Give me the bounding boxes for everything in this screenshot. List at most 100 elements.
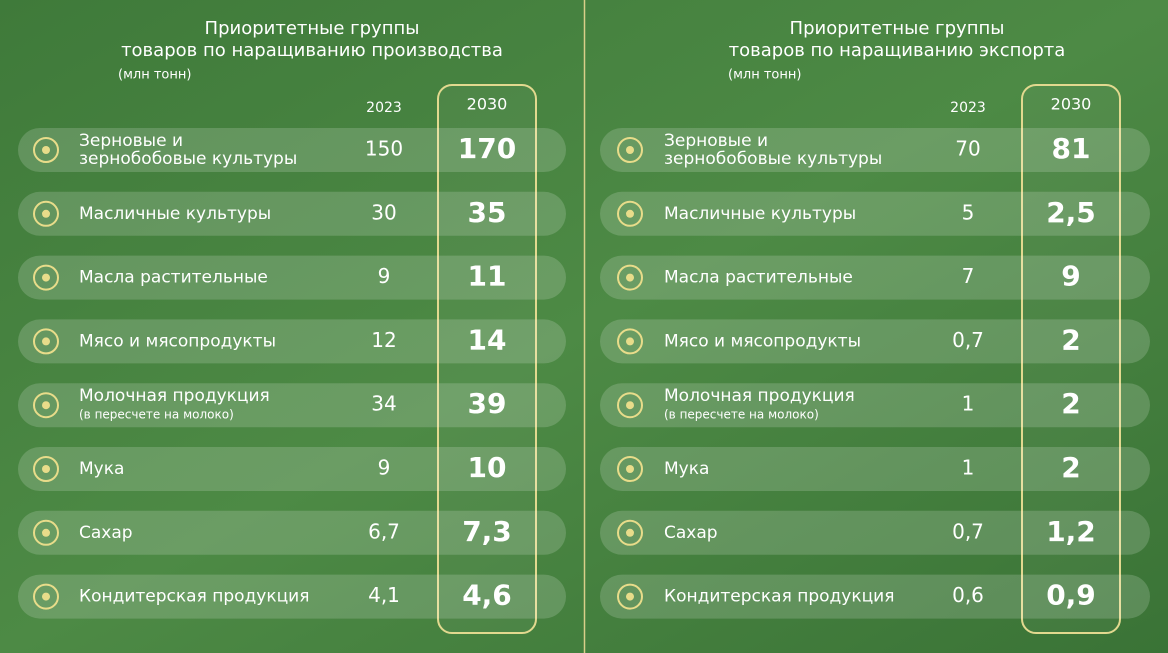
row-pill xyxy=(600,447,1150,491)
row-icon xyxy=(626,337,634,346)
value-2030: 81 xyxy=(1052,132,1091,165)
value-2030: 1,2 xyxy=(1046,515,1096,548)
value-2023: 150 xyxy=(365,137,403,161)
unit-label: (млн тонн) xyxy=(118,68,191,83)
row-icon xyxy=(617,328,643,355)
row-icon xyxy=(33,456,59,482)
row-label: Кондитерская продукция xyxy=(664,587,894,607)
row-icon xyxy=(626,209,634,218)
row-label: зернобобовые культуры xyxy=(79,149,297,169)
column-header: 2023 xyxy=(366,100,402,116)
row-icon xyxy=(626,592,634,601)
highlight-column xyxy=(437,84,537,634)
row-icon xyxy=(626,465,634,473)
value-2023: 0,6 xyxy=(952,583,984,607)
value-2030: 4,6 xyxy=(462,579,512,612)
row-icon xyxy=(33,519,59,546)
value-2030: 0,9 xyxy=(1046,579,1096,612)
value-2023: 30 xyxy=(371,200,396,224)
row-label: Мука xyxy=(79,459,124,479)
row-label: Мясо и мясопродукты xyxy=(79,331,276,351)
column-header: 2023 xyxy=(950,100,986,116)
row-label: Зерновые и xyxy=(79,131,183,151)
row-icon xyxy=(626,528,634,537)
row-icon xyxy=(617,392,643,419)
row-label: Мука xyxy=(664,459,709,479)
value-2030: 2,5 xyxy=(1046,196,1096,229)
row-pill xyxy=(18,383,566,428)
row-pill xyxy=(600,128,1150,172)
row-pill xyxy=(600,383,1150,428)
row-icon xyxy=(617,519,643,546)
row-icon xyxy=(42,401,50,410)
value-2030: 170 xyxy=(458,132,516,165)
value-2023: 9 xyxy=(378,456,391,480)
row-label: Масличные культуры xyxy=(664,204,856,224)
row-pill xyxy=(18,574,566,619)
row-icon xyxy=(617,264,643,291)
panel-title: Приоритетные группы xyxy=(790,18,1005,39)
panel-title: товаров по наращиванию производства xyxy=(121,40,503,61)
column-header: 2030 xyxy=(1051,95,1092,114)
value-2023: 70 xyxy=(955,137,980,161)
value-2023: 1 xyxy=(962,392,975,416)
row-pill xyxy=(600,574,1150,619)
row-label: Масла растительные xyxy=(664,268,853,288)
row-icon xyxy=(33,392,59,419)
row-label: зернобобовые культуры xyxy=(664,149,882,169)
value-2023: 1 xyxy=(962,456,975,480)
value-2030: 11 xyxy=(468,260,507,293)
value-2030: 2 xyxy=(1061,451,1080,484)
row-label: Мясо и мясопродукты xyxy=(664,331,861,351)
value-2030: 2 xyxy=(1061,387,1080,420)
row-icon xyxy=(42,209,50,218)
row-label: Сахар xyxy=(79,523,133,543)
panel-title: Приоритетные группы xyxy=(205,18,420,39)
row-icon xyxy=(33,583,59,610)
row-note: (в пересчете на молоко) xyxy=(664,408,819,422)
row-label: Молочная продукция xyxy=(79,386,270,406)
row-icon xyxy=(617,137,643,163)
row-icon xyxy=(617,200,643,227)
value-2030: 14 xyxy=(468,323,507,356)
row-icon xyxy=(42,528,50,537)
row-icon xyxy=(626,401,634,410)
row-pill xyxy=(18,510,566,555)
row-icon xyxy=(33,328,59,355)
row-pill xyxy=(600,319,1150,364)
value-2030: 10 xyxy=(468,451,507,484)
row-icon xyxy=(33,264,59,291)
value-2023: 4,1 xyxy=(368,583,400,607)
row-icon xyxy=(42,273,50,282)
row-pill xyxy=(18,319,566,364)
row-icon xyxy=(42,592,50,601)
row-pill xyxy=(600,191,1150,236)
row-icon xyxy=(33,200,59,227)
value-2023: 34 xyxy=(371,392,396,416)
row-pill xyxy=(18,128,566,172)
row-label: Кондитерская продукция xyxy=(79,587,309,607)
value-2030: 7,3 xyxy=(462,515,512,548)
value-2023: 7 xyxy=(962,264,975,288)
row-pill xyxy=(600,510,1150,555)
row-pill xyxy=(18,255,566,300)
value-2023: 12 xyxy=(371,328,396,352)
column-header: 2030 xyxy=(467,95,508,114)
unit-label: (млн тонн) xyxy=(728,68,801,83)
row-label: Сахар xyxy=(664,523,718,543)
row-icon xyxy=(42,465,50,473)
row-icon xyxy=(33,137,59,163)
value-2030: 39 xyxy=(468,387,507,420)
highlight-column xyxy=(1021,84,1121,634)
row-icon xyxy=(42,337,50,346)
row-icon xyxy=(617,456,643,482)
value-2023: 0,7 xyxy=(952,519,984,543)
row-pill xyxy=(600,255,1150,300)
panel-title: товаров по наращиванию экспорта xyxy=(729,40,1066,61)
row-pill xyxy=(18,191,566,236)
value-2023: 5 xyxy=(962,200,975,224)
value-2030: 9 xyxy=(1061,260,1080,293)
row-label: Зерновые и xyxy=(664,131,768,151)
row-label: Масличные культуры xyxy=(79,204,271,224)
